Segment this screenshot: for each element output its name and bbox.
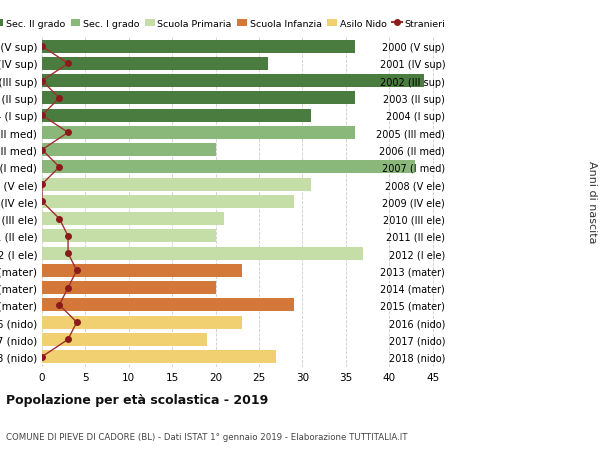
Bar [42,196,294,208]
Bar [42,178,311,191]
Bar [42,350,277,364]
Bar [42,144,215,157]
Bar [42,75,424,88]
Bar [42,316,242,329]
Bar [42,92,355,105]
Bar [42,127,355,140]
Text: Anni di nascita: Anni di nascita [587,161,597,243]
Bar [42,213,224,226]
Bar [42,40,355,54]
Bar [42,230,215,243]
Bar [42,109,311,123]
Legend: Sec. II grado, Sec. I grado, Scuola Primaria, Scuola Infanzia, Asilo Nido, Stran: Sec. II grado, Sec. I grado, Scuola Prim… [0,20,445,29]
Bar [42,247,363,260]
Bar [42,161,415,174]
Bar [42,333,207,346]
Bar [42,58,268,71]
Text: COMUNE DI PIEVE DI CADORE (BL) - Dati ISTAT 1° gennaio 2019 - Elaborazione TUTTI: COMUNE DI PIEVE DI CADORE (BL) - Dati IS… [6,431,407,441]
Bar [42,299,294,312]
Bar [42,264,242,277]
Text: Popolazione per età scolastica - 2019: Popolazione per età scolastica - 2019 [6,393,268,406]
Bar [42,281,215,295]
